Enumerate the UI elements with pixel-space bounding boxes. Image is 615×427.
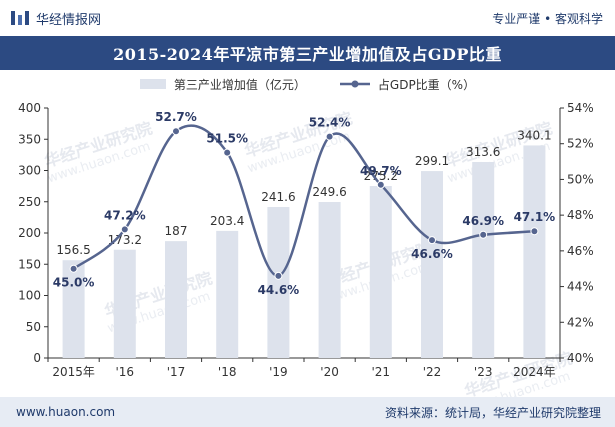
share-value-label: 49.7%	[360, 164, 402, 178]
bar	[165, 241, 187, 358]
right-tick-label: 44%	[567, 280, 594, 294]
bar	[472, 162, 495, 358]
bar-value-label: 173.2	[108, 233, 142, 247]
left-tick-label: 50	[26, 320, 41, 334]
share-value-label: 46.6%	[411, 247, 453, 261]
x-tick-label: '22	[423, 365, 442, 379]
bar-value-label: 203.4	[210, 214, 244, 228]
brand: 华经情报网	[10, 9, 101, 28]
chart-legend: 第三产业增加值（亿元） 占GDP比重（%）	[0, 70, 615, 98]
legend-line-swatch	[339, 80, 370, 88]
share-point	[223, 148, 232, 157]
share-value-label: 46.9%	[462, 214, 504, 228]
bar-value-label: 340.1	[517, 128, 551, 142]
share-point	[325, 132, 334, 141]
left-tick-label: 400	[18, 101, 41, 115]
left-tick-label: 300	[18, 164, 41, 178]
bar	[113, 249, 136, 358]
x-tick-label: 2015年	[52, 365, 95, 379]
bar-value-label: 156.5	[56, 243, 90, 257]
legend-line-label: 占GDP比重（%）	[377, 77, 476, 92]
bar	[523, 145, 546, 358]
left-tick-label: 150	[18, 257, 41, 271]
chart-title: 2015-2024年平凉市第三产业增加值及占GDP比重	[0, 36, 615, 70]
share-value-label: 47.2%	[104, 208, 146, 222]
right-tick-label: 50%	[567, 172, 594, 186]
x-tick-label: '20	[320, 365, 339, 379]
x-tick-label: '23	[474, 365, 493, 379]
right-tick-label: 54%	[567, 101, 594, 115]
share-point	[274, 271, 283, 280]
share-point	[69, 264, 78, 273]
x-tick-label: '19	[269, 365, 288, 379]
bar-value-label: 241.6	[261, 190, 295, 204]
brand-name: 华经情报网	[36, 12, 102, 28]
bar-value-label: 249.6	[312, 185, 346, 199]
right-tick-label: 42%	[567, 315, 594, 329]
left-tick-label: 350	[18, 132, 41, 146]
share-point	[428, 236, 436, 245]
legend-item-line: 占GDP比重（%）	[339, 76, 476, 93]
bar	[369, 186, 392, 358]
right-tick-label: 46%	[567, 244, 594, 258]
legend-item-bar: 第三产业增加值（亿元）	[139, 76, 306, 93]
footer-source: 资料来源：统计局，华经产业研究院整理	[384, 405, 601, 420]
x-tick-label: '17	[167, 365, 186, 379]
share-value-label: 44.6%	[258, 283, 300, 297]
bar	[421, 171, 443, 358]
bar-value-label: 313.6	[466, 145, 500, 159]
x-tick-label: '21	[372, 365, 391, 379]
share-point	[479, 230, 488, 239]
bar-value-label: 299.1	[415, 154, 449, 168]
legend-bar-label: 第三产业增加值（亿元）	[173, 77, 306, 92]
right-tick-label: 48%	[567, 208, 594, 222]
share-value-label: 45.0%	[53, 276, 95, 290]
share-point	[120, 225, 129, 234]
right-tick-label: 52%	[567, 137, 594, 151]
tagline: 专业严谨 • 客观科学	[492, 11, 603, 26]
share-value-label: 47.1%	[514, 210, 556, 224]
chart-plot: 华经产业研究院www.huaon.com华经产业研究院www.huaon.com…	[18, 101, 594, 397]
share-value-label: 52.7%	[155, 110, 197, 124]
huajing-logo-icon	[11, 11, 29, 25]
share-point	[530, 227, 539, 236]
footer: www.huaon.com 资料来源：统计局，华经产业研究院整理	[0, 397, 615, 427]
bar	[318, 202, 341, 358]
bar-value-label: 187	[165, 224, 188, 238]
footer-website: www.huaon.com	[16, 405, 116, 419]
left-tick-label: 0	[33, 351, 41, 365]
right-tick-label: 40%	[567, 351, 594, 365]
bar	[216, 230, 239, 358]
left-tick-label: 250	[18, 195, 41, 209]
x-tick-label: '18	[218, 365, 237, 379]
bar	[62, 260, 85, 358]
x-tick-label: 2024年	[513, 365, 556, 379]
legend-bar-swatch	[139, 79, 166, 89]
top-bar: 华经情报网 专业严谨 • 客观科学	[0, 0, 615, 36]
x-tick-label: '16	[116, 365, 135, 379]
share-value-label: 52.4%	[309, 116, 351, 130]
left-tick-label: 200	[18, 226, 41, 240]
bar	[267, 207, 290, 358]
left-tick-label: 100	[18, 289, 41, 303]
share-point	[172, 127, 180, 136]
share-line	[72, 124, 535, 278]
share-value-label: 51.5%	[206, 132, 248, 146]
share-point	[376, 180, 385, 189]
